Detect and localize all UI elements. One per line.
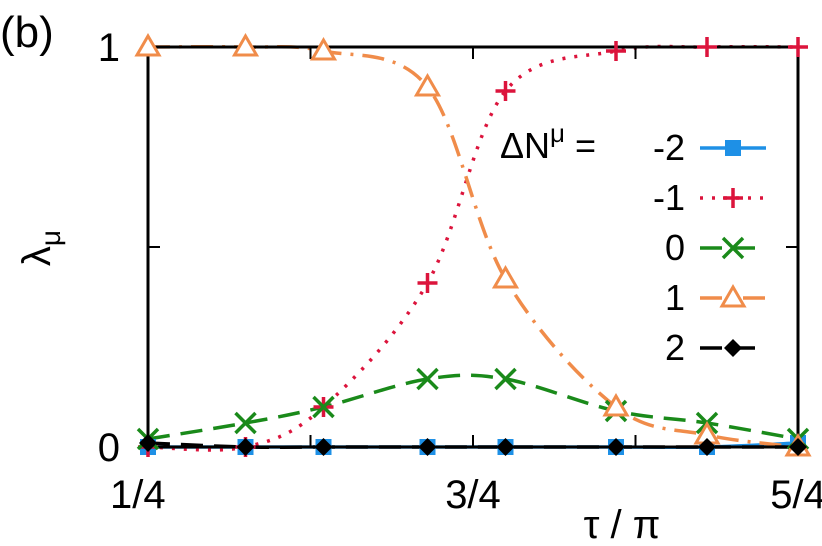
data-point-4 bbox=[496, 438, 515, 456]
data-point-4 bbox=[418, 438, 437, 456]
data-point-1 bbox=[606, 41, 626, 61]
legend-label: -1 bbox=[653, 177, 685, 218]
data-point-1 bbox=[788, 37, 808, 57]
data-point-1 bbox=[495, 81, 516, 101]
y-tick-label: 1 bbox=[98, 26, 120, 70]
x-tick-label: 5/4 bbox=[770, 473, 822, 517]
legend-title-superscript: μ bbox=[550, 118, 565, 148]
legend-title-equals: = bbox=[575, 125, 596, 166]
legend-swatch-marker bbox=[723, 188, 743, 208]
legend-label: 2 bbox=[665, 327, 685, 368]
y-tick-label: 0 bbox=[98, 426, 120, 470]
x-axis-title: τ / π bbox=[584, 503, 661, 546]
data-point-4 bbox=[314, 438, 333, 456]
data-point-3 bbox=[602, 393, 630, 417]
y-axis-title-subscript: μ bbox=[35, 230, 66, 246]
legend-swatch-marker bbox=[721, 236, 745, 260]
data-point-3 bbox=[134, 33, 162, 57]
data-point-4 bbox=[139, 434, 157, 452]
data-point-4 bbox=[607, 438, 625, 456]
legend-swatch-marker bbox=[725, 140, 741, 156]
y-axis-title-main: λ bbox=[15, 246, 59, 266]
data-point-2 bbox=[312, 395, 335, 419]
data-point-3 bbox=[413, 73, 442, 97]
legend-title-main: ΔN bbox=[500, 125, 550, 166]
data-point-2 bbox=[234, 411, 257, 435]
data-point-3 bbox=[491, 265, 520, 289]
data-point-2 bbox=[416, 367, 439, 391]
series-line-2 bbox=[147, 373, 799, 441]
legend-label: -2 bbox=[653, 127, 685, 168]
legend-swatch-marker bbox=[724, 339, 742, 357]
data-point-1 bbox=[697, 37, 717, 57]
data-point-4 bbox=[698, 438, 716, 456]
legend-label: 1 bbox=[665, 277, 685, 318]
x-tick-label: 3/4 bbox=[445, 473, 501, 517]
axis-ticks: 1/4 3/4 5/4 0 1 bbox=[98, 26, 822, 517]
data-point-4 bbox=[789, 438, 807, 456]
series-line-3 bbox=[147, 44, 799, 449]
legend-label: 0 bbox=[665, 227, 685, 268]
data-point-3 bbox=[309, 37, 338, 61]
legend: -2 -1 0 1 2 bbox=[653, 127, 766, 368]
data-point-1 bbox=[417, 273, 438, 293]
data-point-2 bbox=[494, 367, 517, 391]
data-point-4 bbox=[236, 438, 255, 456]
x-tick-label: 1/4 bbox=[110, 473, 166, 517]
panel-label: (b) bbox=[0, 8, 54, 57]
legend-title: ΔNμ = bbox=[500, 118, 596, 166]
y-axis-title: λμ bbox=[15, 230, 66, 266]
series-markers bbox=[134, 33, 812, 457]
data-point-3 bbox=[231, 33, 260, 57]
legend-swatch-marker bbox=[719, 284, 747, 308]
